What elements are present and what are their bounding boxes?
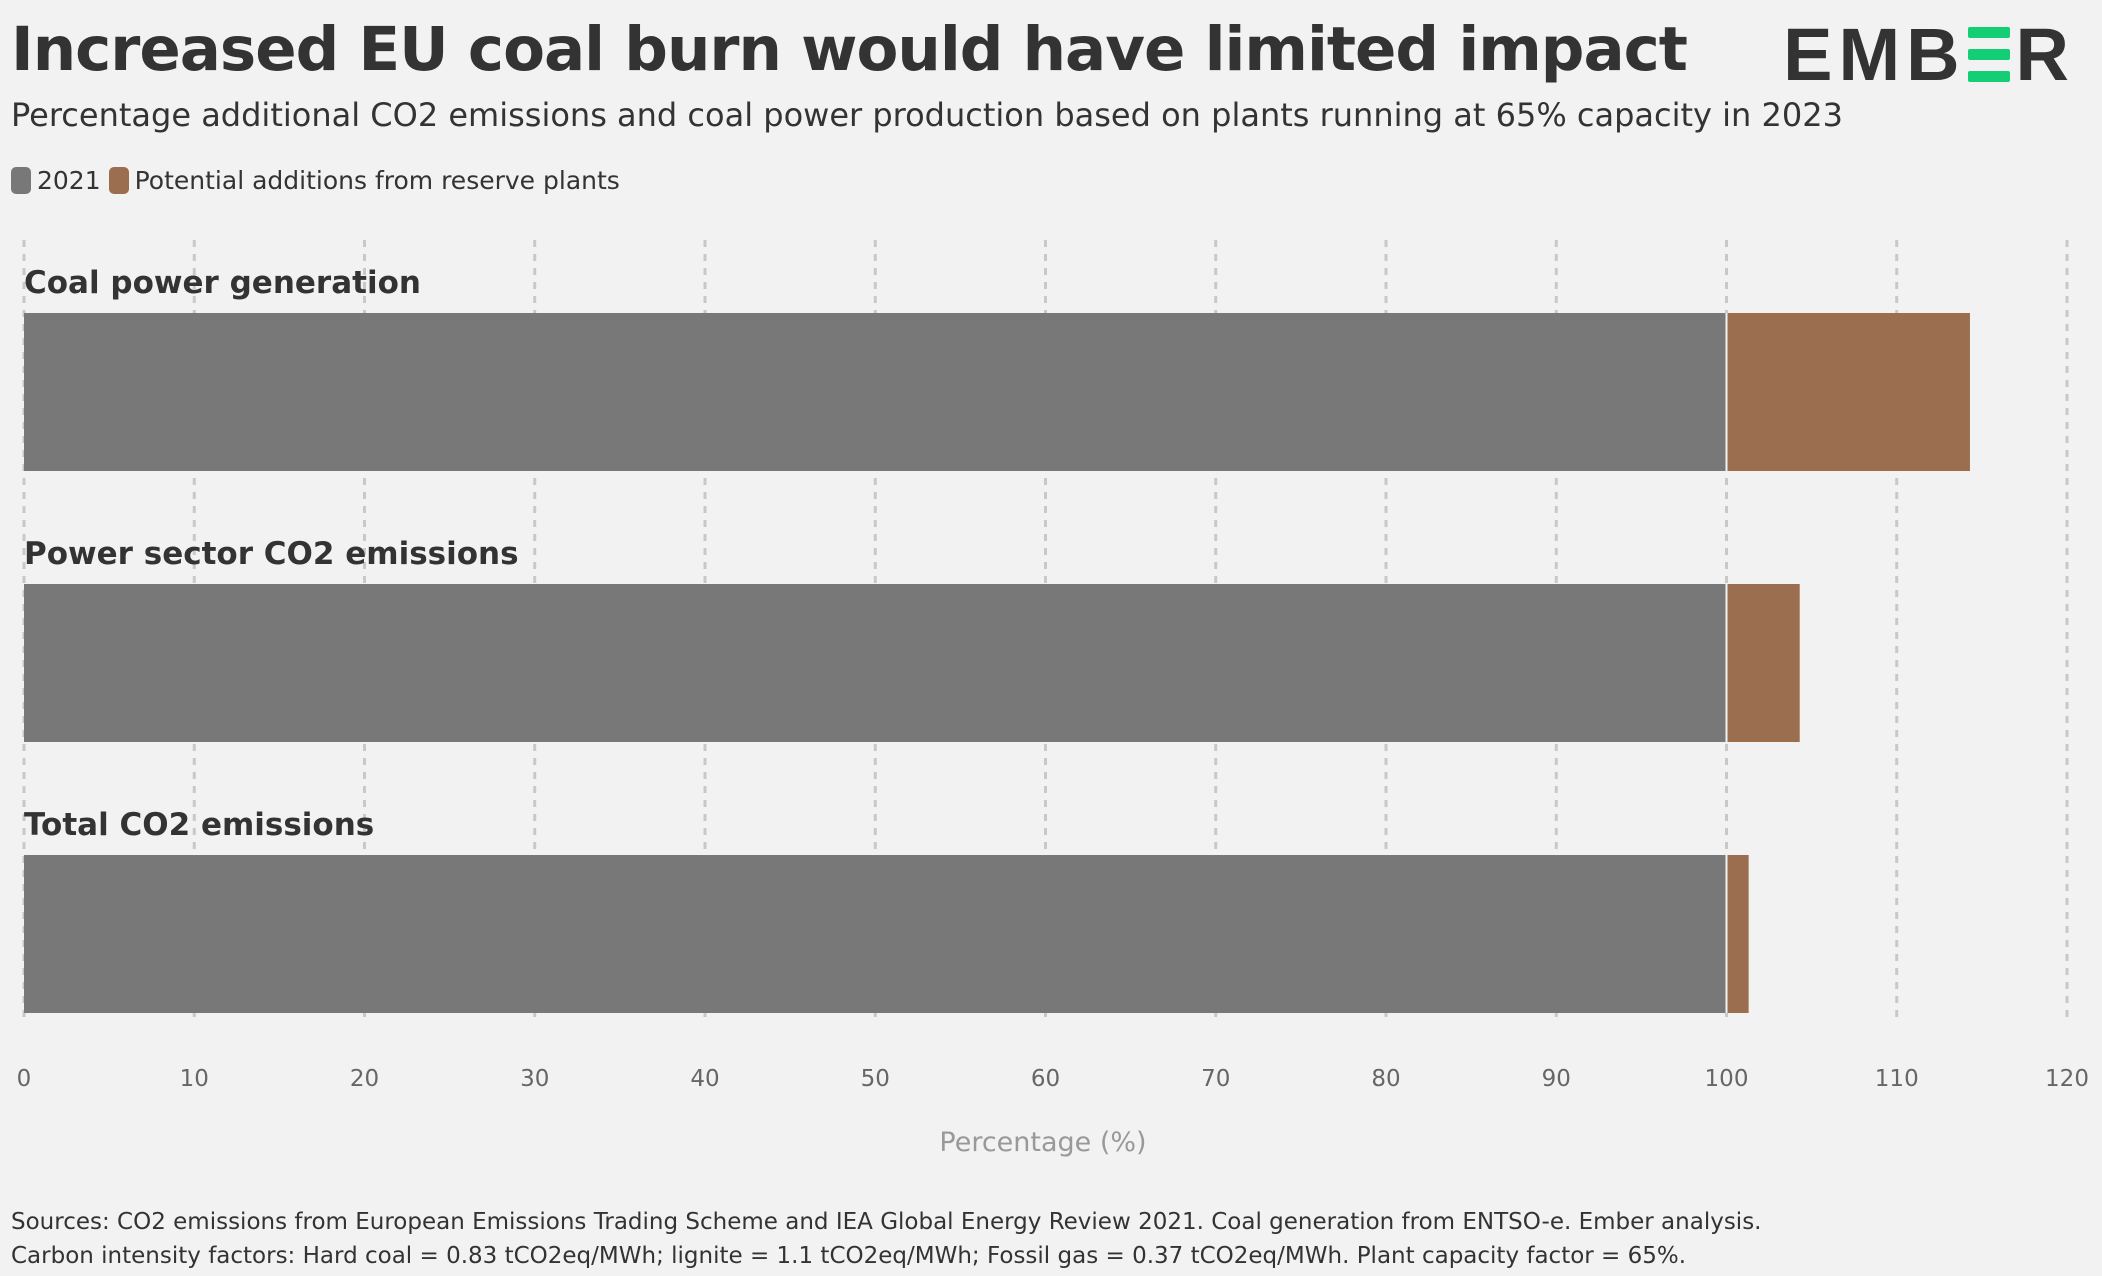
x-tick-label-110: 110 [1875, 1066, 1919, 1092]
bar-2021-1[interactable] [24, 313, 1727, 471]
bar-reserve-1[interactable] [1726, 313, 1970, 471]
bar-2021-2[interactable] [24, 584, 1727, 742]
category-label-3: Total CO2 emissions [24, 807, 374, 843]
logo-text-left: EMB [1783, 13, 1966, 96]
legend-swatch-reserve [108, 167, 129, 194]
bar-2021-3[interactable] [24, 855, 1727, 1013]
ember-logo: EMB R [1783, 12, 2075, 97]
x-tick-label-80: 80 [1371, 1066, 1400, 1092]
logo-e-bars-icon [1967, 27, 2010, 82]
category-label-1: Coal power generation [24, 265, 421, 301]
legend-label-reserve: Potential additions from reserve plants [134, 166, 620, 195]
source-line-1: Sources: CO2 emissions from European Emi… [11, 1209, 1762, 1235]
source-line-2: Carbon intensity factors: Hard coal = 0.… [11, 1243, 1687, 1269]
x-tick-label-50: 50 [861, 1066, 890, 1092]
legend: 2021 Potential additions from reserve pl… [11, 166, 628, 195]
x-tick-label-0: 0 [17, 1066, 32, 1092]
x-tick-label-60: 60 [1031, 1066, 1060, 1092]
category-labels: Coal power generation Power sector CO2 em… [24, 265, 519, 843]
x-tick-label-90: 90 [1542, 1066, 1571, 1092]
x-axis-title: Percentage (%) [939, 1127, 1146, 1158]
bar-reserve-3[interactable] [1726, 855, 1749, 1013]
bar-reserve-2[interactable] [1726, 584, 1800, 742]
x-tick-label-20: 20 [350, 1066, 379, 1092]
chart-subtitle: Percentage additional CO2 emissions and … [11, 96, 1843, 134]
chart-title: Increased EU coal burn would have limite… [11, 14, 1688, 85]
x-tick-label-30: 30 [520, 1066, 549, 1092]
legend-swatch-2021 [11, 167, 31, 194]
bars [24, 313, 1970, 1013]
x-tick-label-100: 100 [1705, 1066, 1749, 1092]
x-axis-ticks: 0 10 20 30 40 50 60 70 80 90 100 110 120 [17, 1066, 2089, 1092]
logo-text-right: R [2015, 13, 2075, 96]
x-tick-label-40: 40 [690, 1066, 719, 1092]
x-tick-label-70: 70 [1201, 1066, 1230, 1092]
legend-label-2021: 2021 [37, 166, 101, 195]
legend-item-2021[interactable]: 2021 [11, 166, 101, 195]
x-tick-label-10: 10 [180, 1066, 209, 1092]
category-label-2: Power sector CO2 emissions [24, 536, 519, 572]
legend-item-reserve[interactable]: Potential additions from reserve plants [108, 166, 620, 195]
x-tick-label-120: 120 [2045, 1066, 2089, 1092]
source-note: Sources: CO2 emissions from European Emi… [11, 1205, 1761, 1273]
